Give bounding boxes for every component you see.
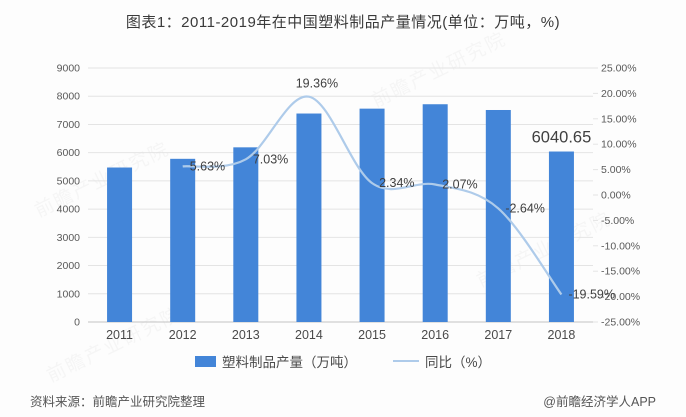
bar-2011 [107,167,133,322]
bar-2015 [359,108,385,322]
left-axis-tick-label: 8000 [57,91,81,103]
bar-2012 [170,158,196,322]
yoy-trend-line [182,95,563,296]
left-axis-tick-label: 3000 [57,232,81,244]
right-axis-tick-label: -5.00% [601,215,634,227]
chart-title: 图表1：2011-2019年在中国塑料制品产量情况(单位：万吨，%) [125,14,561,31]
left-axis-tick-label: 5000 [57,175,81,187]
plot-area: 0 1000 2000 3000 4000 5000 6000 7000 8000 9000 -25… [57,63,640,343]
right-axis-tick-label: -25.00% [601,317,640,329]
yoy-data-label: 2.07% [442,177,477,191]
footer: 资料来源：前瞻产业研究院整理 @前瞻经济学人APP [0,391,686,410]
left-axis-tick-label: 2000 [57,260,81,272]
left-axis-tick-label: 1000 [57,288,81,300]
yoy-data-label: 5.63% [190,159,225,173]
right-axis-tick-label: 5.00% [601,164,631,176]
legend-label: 同比（%） [424,355,491,370]
right-axis-tick-label: 10.00% [601,139,637,151]
left-axis-tick-label: 4000 [57,204,81,216]
x-axis-label-2016: 2016 [421,328,449,342]
credit-note: @前瞻经济学人APP [543,395,656,409]
x-axis-label-2017: 2017 [484,328,512,342]
left-axis-tick-label: 7000 [57,119,81,131]
right-axis-tick-label: -10.00% [601,240,640,252]
legend: 塑料制品产量（万吨） 同比（%） [0,351,686,371]
bar-2016 [422,104,448,322]
right-axis-tick-label: -20.00% [601,291,640,303]
left-axis-tick-label: 9000 [57,63,81,75]
x-axis-label-2015: 2015 [358,328,386,342]
production-data-label: 6040.65 [532,129,592,147]
x-axis-label-2011: 2011 [106,328,133,342]
yoy-data-label: -2.64% [505,201,545,215]
right-axis-tick-label: 15.00% [601,113,637,125]
source-note: 资料来源：前瞻产业研究院整理 [30,395,206,409]
x-axis-label-2018: 2018 [548,328,576,342]
line-series-swatch-icon [392,360,419,362]
x-axis-label-2012: 2012 [169,328,197,342]
left-axis-tick-label: 0 [74,317,80,329]
yoy-data-label: -19.59% [568,288,615,302]
legend-label: 塑料制品产量（万吨） [221,355,357,370]
right-axis-tick-label: 0.00% [601,190,631,202]
x-axis-label-2014: 2014 [295,328,323,342]
legend-item-yoy: 同比（%） [392,351,491,371]
bar-series-swatch-icon [194,355,216,367]
yoy-data-label: 7.03% [253,152,288,166]
right-axis-tick-label: 20.00% [601,88,637,100]
bar-2013 [233,147,259,322]
x-axis-label-2013: 2013 [232,328,260,342]
yoy-data-label: 2.34% [379,176,414,190]
yoy-data-label: 19.36% [296,77,338,91]
bar-2014 [296,113,322,322]
left-axis-tick-label: 6000 [57,147,81,159]
right-axis-tick-label: 25.00% [601,63,637,75]
legend-item-production: 塑料制品产量（万吨） [194,351,357,371]
right-axis-tick-label: -15.00% [601,266,640,278]
